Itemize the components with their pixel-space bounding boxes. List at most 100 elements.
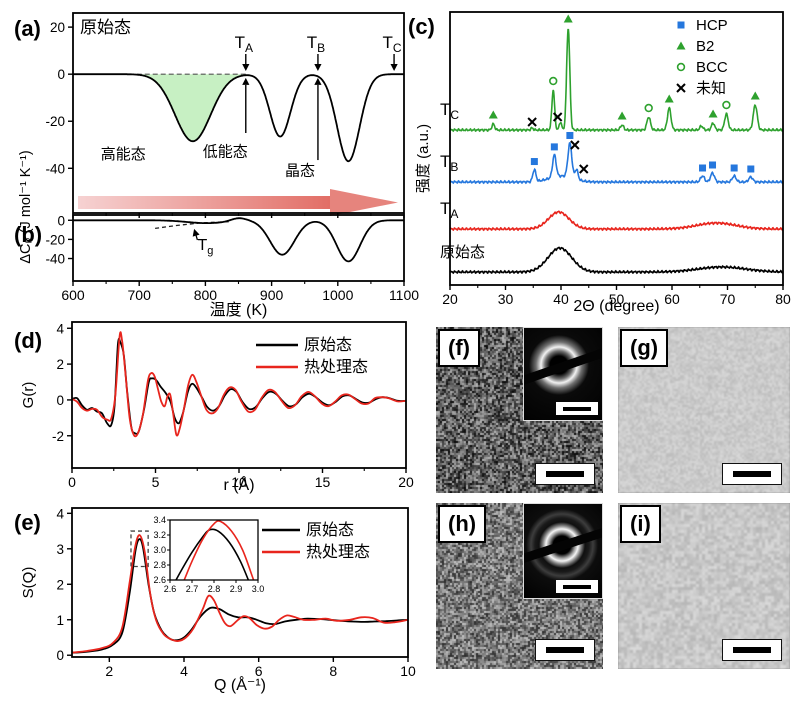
x-tick-label: 8 <box>329 663 337 679</box>
bcc-circle-marker <box>722 100 731 110</box>
panel-label-e: (e) <box>14 510 41 535</box>
x-tick-label: 20 <box>442 291 458 307</box>
b2-triangle-marker <box>708 109 718 118</box>
inset-x-tick-label: 2.7 <box>186 584 199 594</box>
x-tick-label: 700 <box>128 287 152 303</box>
x-axis-title: r (Å) <box>223 475 254 494</box>
hcp-square-marker <box>699 164 707 172</box>
y-tick-label: 1 <box>56 613 64 628</box>
image-label-g: (g) <box>620 329 669 367</box>
panel-c-axes: 20 30 40 50 60 70 80 2Θ (degree) <box>442 11 791 315</box>
unknown-x-marker <box>527 117 537 127</box>
x-tick-label: 15 <box>315 474 331 490</box>
b2-triangle-marker <box>488 110 498 119</box>
x-tick-label: 2 <box>105 663 113 679</box>
inset-x-tick-label: 2.9 <box>230 584 243 594</box>
inset-y-tick-label: 3.0 <box>153 545 166 555</box>
x-tick-label: 50 <box>609 291 625 307</box>
xrd-curve-pristine <box>449 246 784 275</box>
arrow-line <box>195 235 199 241</box>
inset-y-tick-label: 2.6 <box>153 575 166 585</box>
inset-curve <box>175 528 250 580</box>
b2-triangle-marker <box>563 14 573 23</box>
y-tick-label: -40 <box>45 252 65 267</box>
y-tick-label: 2 <box>56 357 64 372</box>
image-label-h: (h) <box>438 505 487 543</box>
curve-e-red <box>71 534 409 654</box>
arrow-head <box>242 64 250 71</box>
x-tick-label: 20 <box>398 474 414 490</box>
inset-x-tick-label: 3.0 <box>252 584 265 594</box>
x-tick-label: 5 <box>152 474 160 490</box>
relaxation-enthalpy-fill <box>137 74 246 142</box>
y-tick-label: -20 <box>45 114 65 129</box>
panel-a-axes: 20 0 -20 -40 <box>45 12 405 218</box>
y-tick-label: 0 <box>56 648 64 663</box>
panel-label-d: (d) <box>14 328 43 353</box>
image-label-i: (i) <box>620 505 661 543</box>
xrd-curve-A <box>449 210 784 232</box>
legend-label: 未知 <box>696 80 726 97</box>
bcc-circle-marker <box>644 103 653 113</box>
legend-label: 热处理态 <box>306 543 370 561</box>
inset-scalebar-h <box>556 580 598 593</box>
hcp-square-marker <box>747 165 755 173</box>
y-tick-label: -40 <box>45 161 65 176</box>
curve-state-label: 原始态 <box>80 18 131 37</box>
diffraction-inset-f <box>523 327 603 421</box>
xrd-curve-label: 原始态 <box>440 244 485 261</box>
process-arrow-head <box>330 189 398 216</box>
curve-d-red <box>71 331 407 438</box>
unknown-x-marker <box>676 83 686 93</box>
zoom-region-box <box>130 530 149 568</box>
legend-label: HCP <box>696 17 728 34</box>
arrow-head <box>192 228 200 237</box>
y-axis-title-e: S(Q) <box>20 567 37 599</box>
scalebar-g <box>722 463 782 485</box>
unknown-x-marker <box>552 112 563 122</box>
arrow-head <box>242 77 250 85</box>
y-tick-label: 3 <box>56 542 64 557</box>
b2-triangle-marker <box>617 111 627 120</box>
tem-image-g: (g) <box>618 327 790 493</box>
xrd-curve-C <box>449 28 784 133</box>
hcp-square-marker <box>530 158 538 166</box>
process-arrow-body <box>78 196 330 209</box>
inset-y-tick-label: 2.8 <box>153 560 166 570</box>
y-tick-label: 0 <box>57 213 65 228</box>
x-tick-label: 30 <box>498 291 514 307</box>
y-tick-label: 4 <box>56 506 64 521</box>
bcc-circle-marker <box>549 76 558 86</box>
region-label: 低能态 <box>203 144 248 161</box>
b2-triangle-marker <box>750 91 760 100</box>
scalebar-f <box>535 463 595 485</box>
x-tick-label: 40 <box>553 291 569 307</box>
inset-scalebar-f <box>556 402 598 415</box>
x-tick-label: 70 <box>720 291 736 307</box>
legend-label: 原始态 <box>304 336 352 354</box>
beamstop-bar-icon <box>524 343 602 388</box>
legend-label: 原始态 <box>306 521 354 539</box>
scalebar-h <box>535 639 595 661</box>
panel-e-inset: 2.6 2.7 2.8 2.9 3.0 3.4 3.2 3.0 2.8 2.6 <box>153 515 265 594</box>
xrd-curve-label: TA <box>440 199 458 221</box>
panel-label-a: (a) <box>14 16 41 41</box>
panel-b: Tg <box>73 217 404 263</box>
y-axis-title-intensity: 强度 (a.u.) <box>415 124 432 193</box>
tem-image-h: (h) <box>436 503 603 669</box>
legend-label: BCC <box>696 59 728 76</box>
panel-c: 原始态 TA TB TC HCP B2 BCC 未知 <box>440 14 784 275</box>
b2-triangle-marker <box>676 41 686 50</box>
x-tick-label: 6 <box>255 663 263 679</box>
y-axis-title-cp: ΔCₚ (J mol⁻¹ K⁻¹) <box>18 150 34 263</box>
hcp-square-marker <box>550 143 558 151</box>
scalebar-i <box>722 639 782 661</box>
y-tick-label: 20 <box>50 20 65 35</box>
x-tick-label: 1000 <box>322 287 353 303</box>
panel-b-axes: 600 700 800 900 1000 1100 0 -20 -40 温度 (K) <box>45 213 419 319</box>
axis-box <box>71 507 409 658</box>
